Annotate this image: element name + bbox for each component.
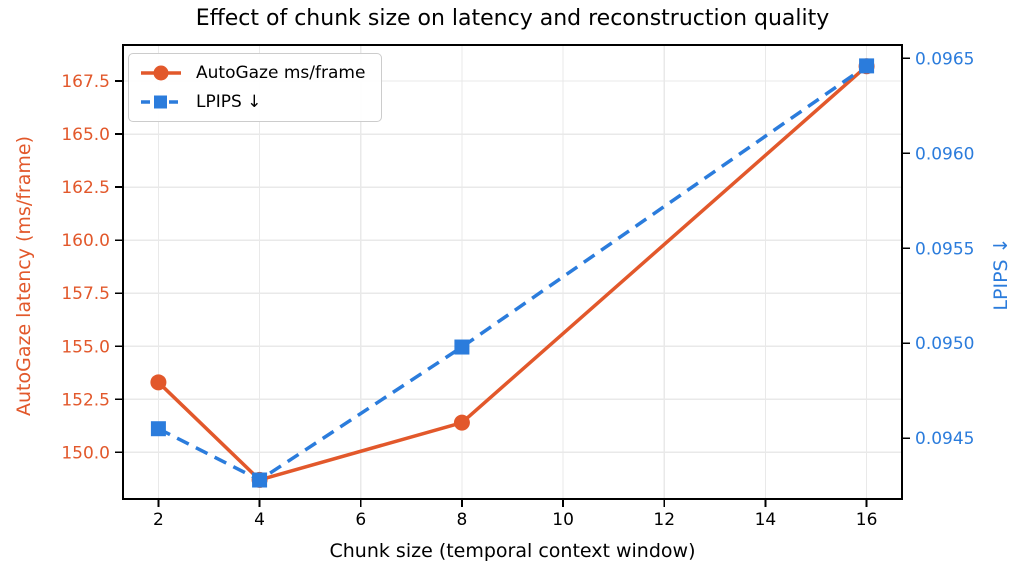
legend-item-latency: AutoGaze ms/frame xyxy=(140,61,365,85)
chart-title: Effect of chunk size on latency and reco… xyxy=(195,6,830,31)
y-tick-label-left: 157.5 xyxy=(61,284,110,304)
legend-sample-lpips xyxy=(141,95,181,109)
x-tick-label: 8 xyxy=(457,510,468,530)
legend-label-lpips: LPIPS ↓ xyxy=(196,92,262,112)
legend-item-lpips: LPIPS ↓ xyxy=(140,90,365,114)
legend-sample-latency xyxy=(141,65,181,81)
x-tick-label: 10 xyxy=(552,510,574,530)
x-tick-label: 14 xyxy=(755,510,777,530)
y-tick-label-left: 162.5 xyxy=(61,178,110,198)
plot-border xyxy=(122,44,903,500)
x-axis-label: Chunk size (temporal context window) xyxy=(329,540,696,562)
y-tick-label-left: 167.5 xyxy=(61,72,110,92)
legend-label-latency: AutoGaze ms/frame xyxy=(196,63,366,83)
lpips-data-point xyxy=(454,339,470,355)
x-tick-label: 4 xyxy=(254,510,265,530)
legend: AutoGaze ms/frame LPIPS ↓ xyxy=(128,53,383,122)
lpips-data-point xyxy=(252,472,268,488)
lpips-data-point xyxy=(150,421,166,437)
x-tick-label: 6 xyxy=(355,510,366,530)
x-tick-label: 16 xyxy=(856,510,878,530)
y-tick-label-left: 160.0 xyxy=(61,231,110,251)
legend-circle-marker-icon xyxy=(153,65,169,81)
y-tick-label-left: 155.0 xyxy=(61,337,110,357)
x-tick-label: 2 xyxy=(153,510,164,530)
latency-data-point xyxy=(453,414,470,431)
y-tick-label-left: 165.0 xyxy=(61,125,110,145)
legend-square-marker-icon xyxy=(154,95,167,109)
x-tick-label: 12 xyxy=(653,510,675,530)
y-tick-label-left: 150.0 xyxy=(61,443,110,463)
y-tick-label-right: 0.0950 xyxy=(915,334,974,354)
y-tick-label-right: 0.0965 xyxy=(915,49,974,69)
lpips-line xyxy=(157,64,868,483)
latency-line xyxy=(156,64,869,482)
y-tick-label-right: 0.0945 xyxy=(915,429,974,449)
y-tick-label-right: 0.0955 xyxy=(915,239,974,259)
lpips-data-point xyxy=(859,58,875,74)
y-tick-label-left: 152.5 xyxy=(61,390,110,410)
y-tick-label-right: 0.0960 xyxy=(915,144,974,164)
latency-data-point xyxy=(150,374,167,391)
